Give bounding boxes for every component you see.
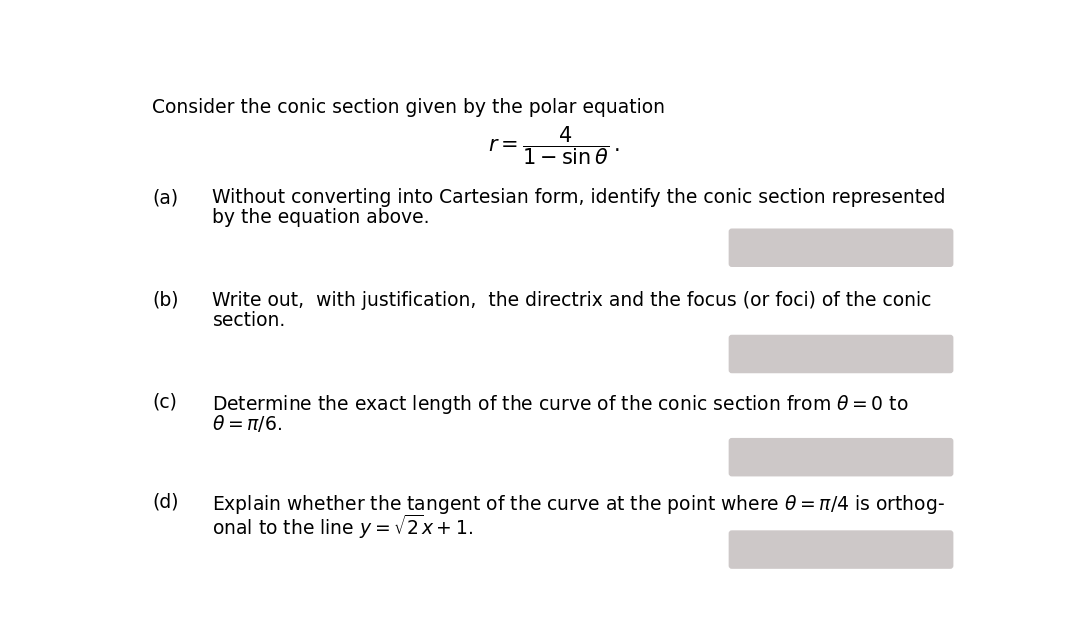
Text: Explain whether the tangent of the curve at the point where $\theta = \pi/4$ is : Explain whether the tangent of the curve… [213, 493, 945, 516]
Text: (d): (d) [152, 493, 178, 511]
FancyBboxPatch shape [729, 531, 954, 569]
FancyBboxPatch shape [729, 228, 954, 267]
Text: Without converting into Cartesian form, identify the conic section represented: Without converting into Cartesian form, … [213, 188, 946, 207]
Text: $r = \dfrac{4}{1-\sin\theta}\,.$: $r = \dfrac{4}{1-\sin\theta}\,.$ [488, 125, 619, 167]
Text: onal to the line $y = \sqrt{2}x+1$.: onal to the line $y = \sqrt{2}x+1$. [213, 513, 473, 541]
Text: Determine the exact length of the curve of the conic section from $\theta = 0$ t: Determine the exact length of the curve … [213, 392, 909, 415]
Text: (a): (a) [152, 188, 178, 207]
Text: $\theta = \pi/6$.: $\theta = \pi/6$. [213, 413, 282, 433]
FancyBboxPatch shape [729, 438, 954, 476]
Text: by the equation above.: by the equation above. [213, 209, 430, 227]
Text: Consider the conic section given by the polar equation: Consider the conic section given by the … [152, 99, 665, 117]
Text: (b): (b) [152, 291, 178, 310]
Text: Write out,  with justification,  the directrix and the focus (or foci) of the co: Write out, with justification, the direc… [213, 291, 932, 310]
FancyBboxPatch shape [729, 335, 954, 373]
Text: (c): (c) [152, 392, 177, 412]
Text: section.: section. [213, 311, 286, 330]
